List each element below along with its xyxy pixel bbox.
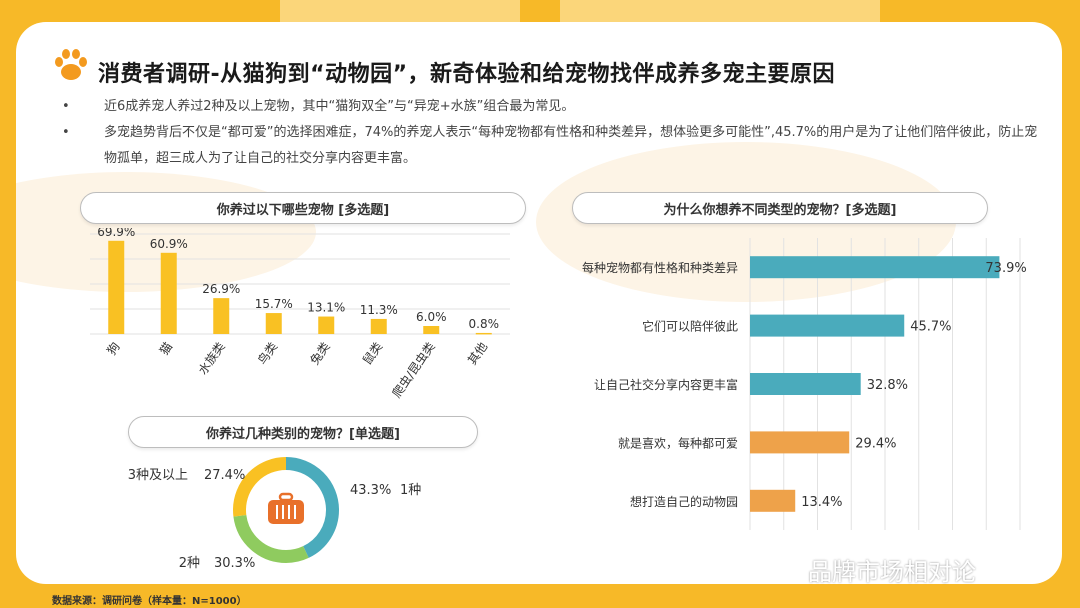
bar	[318, 316, 335, 334]
bar	[265, 313, 282, 334]
data-label: 32.8%	[867, 378, 908, 393]
slice-name-label: 1种	[400, 483, 421, 498]
data-label: 26.9%	[202, 282, 240, 296]
slice-value-label: 27.4%	[204, 468, 245, 483]
category-label: 鸟类	[254, 339, 280, 367]
pets-owned-chart: 69.9% 狗 60.9% 猫 26.9% 水族类 15.7% 鸟类 13.1% 兔类 11.3% 鼠…	[90, 228, 510, 400]
watermark: 品牌市场相对论	[808, 558, 976, 586]
slice-name-label: 3种及以上	[128, 468, 188, 483]
bullet-dot: •	[62, 99, 70, 114]
bar	[750, 256, 1000, 279]
data-label: 73.9%	[985, 261, 1026, 276]
bar	[213, 298, 230, 334]
slice-value-label: 43.3%	[350, 483, 391, 498]
top-decor-block	[280, 0, 520, 22]
carrier-body	[268, 500, 304, 524]
category-label: 兔类	[307, 339, 333, 367]
slice-name-label: 2种	[179, 556, 200, 571]
bar	[423, 326, 440, 334]
chart-title-reasons: 为什么你想养不同类型的宠物？[多选题]	[572, 192, 988, 224]
bar	[750, 373, 861, 395]
pet-carrier-icon	[268, 492, 304, 524]
pet-count-chart: 43.3% 1种 2种 30.3% 3种及以上 27.4%	[128, 457, 421, 571]
data-label: 29.4%	[855, 436, 896, 451]
category-label: 其他	[465, 340, 490, 368]
bullet-dot: •	[62, 125, 70, 140]
category-label: 鼠类	[360, 340, 385, 368]
bar	[475, 332, 492, 335]
bullet-text: 多宠趋势背后不仅是“都可爱”的选择困难症，74%的养宠人表示“每种宠物都有性格和…	[104, 125, 1038, 166]
category-label: 它们可以陪伴彼此	[642, 319, 738, 334]
donut-slice	[233, 457, 339, 563]
data-label: 45.7%	[910, 320, 951, 335]
page-title: 消费者调研-从猫狗到“动物园”，新奇体验和给宠物找伴成养多宠主要原因	[98, 62, 836, 87]
category-label: 狗	[104, 340, 122, 358]
category-label: 爬虫/昆虫类	[390, 340, 438, 400]
chart-title-pet-count: 你养过几种类别的宠物？[单选题]	[128, 416, 478, 448]
category-label: 猫	[157, 340, 175, 358]
data-label: 11.3%	[360, 303, 398, 317]
bar	[160, 252, 177, 334]
bar	[750, 489, 796, 512]
category-label: 想打造自己的动物园	[630, 494, 738, 509]
bullet-text: 近6成养宠人养过2种及以上宠物，其中“猫狗双全”与“异宠+水族”组合最为常见。	[104, 99, 575, 114]
bar	[750, 314, 905, 337]
data-label: 60.9%	[150, 237, 188, 251]
category-label: 每种宠物都有性格和种类差异	[582, 260, 738, 275]
data-label: 13.4%	[801, 495, 842, 510]
donut-slice	[233, 457, 339, 563]
category-label: 水族类	[196, 340, 228, 378]
category-label: 让自己社交分享内容更丰富	[594, 377, 738, 392]
bar	[370, 318, 387, 334]
data-label: 69.9%	[97, 228, 135, 239]
category-label: 就是喜欢，每种都可爱	[618, 435, 738, 450]
data-source-note: 数据来源：调研问卷（样本量：N=1000）	[52, 596, 247, 607]
bar	[750, 431, 850, 454]
data-label: 0.8%	[469, 317, 500, 331]
paw-icon	[55, 49, 87, 80]
data-label: 6.0%	[416, 310, 447, 324]
bar	[108, 240, 125, 334]
data-label: 15.7%	[255, 297, 293, 311]
data-label: 13.1%	[307, 301, 345, 315]
chart-title-pets-owned: 你养过以下哪些宠物 [多选题]	[80, 192, 526, 224]
reasons-chart: 73.9% 每种宠物都有性格和种类差异 45.7% 它们可以陪伴彼此 32.8% 让自己社…	[582, 238, 1027, 530]
slice-value-label: 30.3%	[214, 556, 255, 571]
top-decor-block	[560, 0, 880, 22]
